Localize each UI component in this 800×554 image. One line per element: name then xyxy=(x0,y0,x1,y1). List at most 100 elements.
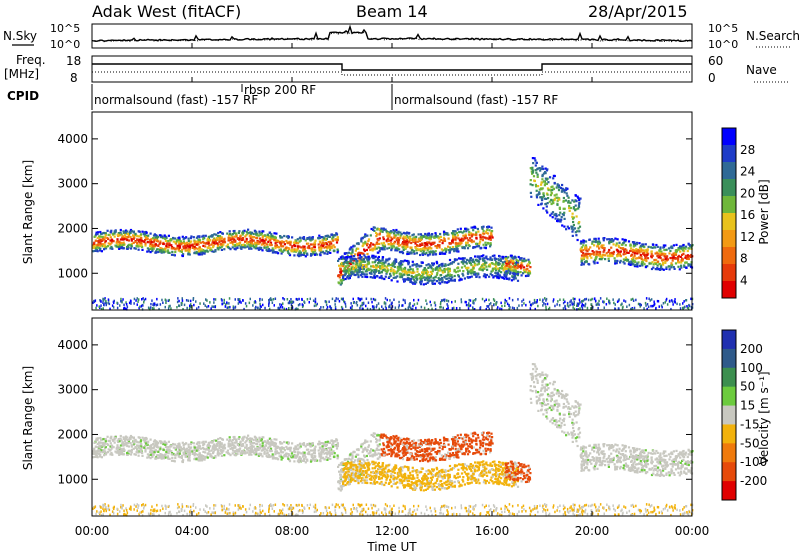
echo-cell xyxy=(313,304,316,308)
echo-cell xyxy=(147,250,150,253)
echo-cell xyxy=(168,244,171,247)
echo-cell xyxy=(396,231,399,234)
echo-cell xyxy=(505,264,508,267)
echo-cell xyxy=(463,265,466,268)
echo-cell xyxy=(407,263,410,266)
echo-cell xyxy=(563,217,566,220)
echo-cell xyxy=(363,260,366,263)
cpid-segment-2: rbsp 200 RF xyxy=(244,83,316,97)
echo-cell xyxy=(535,301,537,304)
echo-cell xyxy=(479,234,482,237)
echo-cell xyxy=(110,451,113,455)
echo-cell xyxy=(560,186,563,190)
echo-cell xyxy=(532,302,534,305)
echo-cell xyxy=(326,306,329,309)
echo-cell xyxy=(547,181,550,184)
echo-cell xyxy=(100,307,103,311)
echo-cell xyxy=(500,265,503,268)
echo-cell xyxy=(118,453,121,456)
echo-cell xyxy=(210,235,213,238)
echo-cell xyxy=(428,241,431,244)
echo-cell xyxy=(500,271,503,274)
echo-cell xyxy=(371,300,373,304)
echo-cell xyxy=(320,450,323,453)
echo-cell xyxy=(626,251,629,254)
echo-cell xyxy=(348,269,351,272)
echo-cell xyxy=(349,257,352,260)
echo-cell xyxy=(362,260,365,263)
echo-cell xyxy=(221,299,223,302)
echo-cell xyxy=(245,443,248,447)
echo-cell xyxy=(491,274,494,277)
power-data xyxy=(92,157,694,311)
echo-cell xyxy=(239,246,243,249)
echo-cell xyxy=(405,240,409,243)
echo-cell xyxy=(320,236,323,239)
echo-cell xyxy=(674,262,678,265)
echo-cell xyxy=(352,267,355,271)
echo-cell xyxy=(295,297,298,301)
echo-cell xyxy=(400,275,404,279)
echo-cell xyxy=(678,245,682,248)
echo-cell xyxy=(261,236,264,239)
echo-cell xyxy=(629,249,632,252)
echo-cell xyxy=(437,269,440,272)
echo-cell xyxy=(222,449,225,452)
echo-cell xyxy=(126,305,129,308)
echo-cell xyxy=(406,250,409,254)
echo-cell xyxy=(610,254,613,257)
echo-cell xyxy=(270,298,272,301)
echo-cell xyxy=(426,233,429,236)
echo-cell xyxy=(490,302,492,305)
echo-cell xyxy=(438,269,441,272)
power-cbar-label: Power [dB] xyxy=(757,179,771,244)
echo-cell xyxy=(639,253,642,257)
echo-cell xyxy=(490,262,493,265)
echo-cell xyxy=(647,252,650,255)
echo-cell xyxy=(455,232,458,235)
echo-cell xyxy=(527,258,530,261)
echo-cell xyxy=(106,229,109,232)
echo-cell xyxy=(620,303,622,307)
echo-cell xyxy=(642,249,645,252)
echo-cell xyxy=(377,265,380,268)
echo-cell xyxy=(95,248,98,252)
echo-cell xyxy=(282,297,284,300)
echo-cell xyxy=(370,265,373,268)
echo-cell xyxy=(581,262,584,265)
echo-cell xyxy=(229,238,232,241)
echo-cell xyxy=(598,242,601,245)
echo-cell xyxy=(494,271,497,274)
echo-cell xyxy=(565,188,568,192)
echo-cell xyxy=(351,251,354,254)
echo-cell xyxy=(561,189,564,192)
echo-cell xyxy=(434,232,437,235)
echo-cell xyxy=(241,437,244,440)
echo-cell xyxy=(250,231,254,234)
echo-cell xyxy=(523,257,526,260)
echo-cell xyxy=(453,235,457,238)
echo-cell xyxy=(555,193,558,196)
echo-cell xyxy=(644,256,647,259)
echo-cell xyxy=(136,238,140,241)
echo-cell xyxy=(558,198,561,201)
echo-cell xyxy=(278,452,281,455)
echo-cell xyxy=(349,306,352,309)
echo-cell xyxy=(331,443,334,446)
echo-cell xyxy=(651,246,654,249)
echo-cell xyxy=(683,265,686,268)
echo-cell xyxy=(179,456,182,459)
echo-cell xyxy=(197,250,200,253)
echo-cell xyxy=(138,235,141,238)
echo-cell xyxy=(426,278,429,282)
echo-cell xyxy=(356,260,359,263)
echo-cell xyxy=(583,246,586,249)
echo-cell xyxy=(347,271,350,274)
echo-cell xyxy=(643,258,646,261)
echo-cell xyxy=(325,234,328,237)
echo-cell xyxy=(558,206,561,209)
echo-cell xyxy=(127,440,130,443)
echo-cell xyxy=(263,239,266,242)
echo-cell xyxy=(521,300,523,303)
echo-cell xyxy=(216,234,220,238)
